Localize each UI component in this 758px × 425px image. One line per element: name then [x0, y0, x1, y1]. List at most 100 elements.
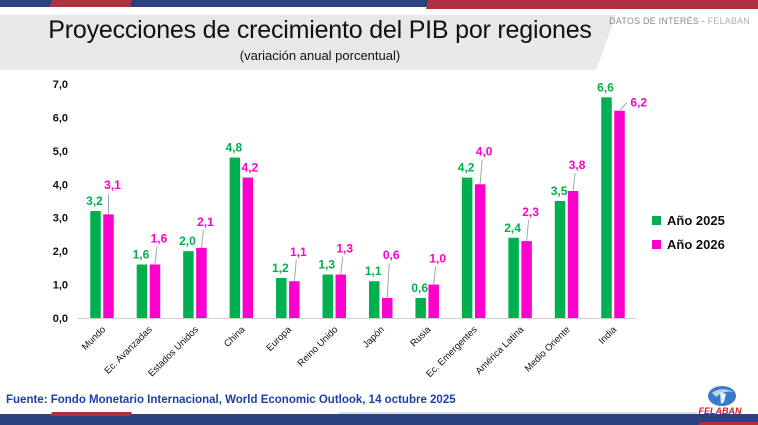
bottom-navy-stripe — [0, 414, 758, 425]
bar-año-2026 — [103, 214, 114, 318]
bar-año-2025 — [183, 251, 194, 318]
bottom-light-stripe — [338, 412, 698, 414]
bar-año-2025 — [415, 297, 426, 318]
x-tick-label: Estados Unidos — [146, 324, 201, 379]
leader-line — [572, 172, 576, 192]
legend-label-2025: Año 2025 — [667, 212, 725, 228]
x-tick-label: China — [222, 324, 248, 350]
datos-de-interes-tag: DATOS DE INTERÉS - FELABAN — [609, 16, 750, 26]
felaban-logo: FELABAN — [698, 386, 742, 417]
bar-año-2025 — [90, 211, 101, 318]
bar-año-2026 — [428, 284, 439, 318]
tag-prefix: DATOS DE INTERÉS - — [609, 16, 708, 26]
data-label-2026: 3,8 — [569, 158, 586, 172]
bar-año-2025 — [276, 277, 287, 318]
data-label-2025: 0,6 — [411, 281, 428, 295]
data-label-2025: 1,3 — [318, 258, 335, 272]
data-label-2025: 4,8 — [226, 141, 243, 155]
bar-año-2025 — [601, 97, 612, 318]
data-label-2025: 4,2 — [458, 161, 475, 175]
leader-line — [386, 263, 390, 298]
data-label-2025: 2,0 — [179, 234, 196, 248]
legend-label-2026: Año 2026 — [667, 236, 725, 252]
data-label-2026: 1,6 — [151, 232, 168, 246]
bar-año-2025 — [508, 237, 519, 318]
leader-line — [620, 102, 628, 111]
data-label-2026: 2,3 — [522, 205, 539, 219]
data-label-2025: 1,6 — [133, 248, 150, 262]
y-tick-label: 3,0 — [53, 213, 68, 225]
bar-año-2025 — [554, 201, 566, 318]
data-label-2025: 2,4 — [504, 221, 521, 235]
leader-line — [526, 219, 530, 242]
data-label-2026: 2,1 — [197, 215, 214, 229]
data-label-2026: 1,1 — [290, 245, 307, 259]
bar-año-2025 — [322, 274, 334, 318]
x-tick-label: Rusia — [408, 324, 433, 349]
bottom-red-accent-left — [50, 412, 132, 416]
bottom-decorative-bar — [0, 412, 758, 425]
x-tick-label: Mundo — [80, 324, 108, 352]
x-tick-label: India — [597, 324, 620, 347]
bottom-red-accent-right — [698, 422, 758, 425]
data-label-2025: 3,5 — [551, 184, 568, 198]
bar-año-2025 — [229, 157, 241, 318]
data-label-2025: 1,1 — [365, 264, 382, 278]
y-tick-label: 2,0 — [53, 246, 68, 258]
leader-line — [200, 229, 204, 248]
bar-año-2025 — [368, 281, 380, 318]
top-decorative-bar — [0, 0, 758, 9]
tag-brand: FELABAN — [707, 16, 750, 26]
bar-año-2026 — [149, 264, 161, 318]
bar-año-2026 — [335, 274, 347, 318]
data-label-2026: 1,3 — [336, 242, 353, 256]
top-red-accent-left — [50, 0, 132, 7]
bar-año-2025 — [461, 177, 473, 318]
data-label-2026: 4,2 — [242, 161, 259, 175]
chart-title: Proyecciones de crecimiento del PIB por … — [48, 16, 592, 44]
y-tick-label: 1,0 — [53, 280, 68, 292]
bars — [90, 97, 625, 318]
data-label-2025: 3,2 — [86, 194, 103, 208]
data-label-2026: 1,0 — [429, 252, 446, 266]
legend-item-2025[interactable]: Año 2025 — [652, 208, 725, 232]
bar-año-2025 — [136, 264, 148, 318]
leader-line — [154, 246, 158, 265]
data-label-2026: 6,2 — [630, 96, 647, 110]
y-axis: 0,0 1,0 2,0 3,0 4,0 5,0 6,0 7,0 — [53, 79, 68, 325]
header-gray-band — [0, 15, 616, 70]
data-label-2026: 3,1 — [104, 178, 121, 192]
bar-chart: 0,0 1,0 2,0 3,0 4,0 5,0 6,0 7,0 3,23,1 1,61,6 2,0… — [53, 79, 648, 380]
bar-año-2026 — [381, 297, 393, 318]
source-note: Fuente: Fondo Monetario Internacional, W… — [6, 394, 456, 406]
leader-line — [479, 159, 483, 185]
bar-año-2026 — [614, 110, 625, 318]
header-panel — [0, 15, 616, 70]
globe-highlight-icon — [712, 389, 734, 397]
data-label-2026: 0,6 — [383, 248, 400, 262]
legend-item-2026[interactable]: Año 2026 — [652, 232, 725, 256]
x-tick-label: Reino Unido — [296, 324, 341, 369]
continent-icon — [720, 392, 726, 404]
y-tick-label: 7,0 — [53, 79, 68, 91]
bar-año-2026 — [242, 177, 254, 318]
bar-año-2026 — [196, 247, 207, 318]
legend-swatch-2026 — [652, 239, 661, 249]
data-label-2026: 4,0 — [476, 145, 493, 159]
data-labels: 3,23,11,61,6 2,02,14,84,21,21,11,31,31,10… — [86, 80, 647, 295]
bar-año-2026 — [474, 184, 486, 318]
bar-año-2026 — [567, 190, 579, 318]
top-navy-stripe — [0, 0, 758, 7]
data-label-2025: 1,2 — [272, 261, 289, 275]
logo-text: FELABAN — [699, 406, 742, 416]
x-tick-label: Ec. Avanzadas — [102, 324, 154, 376]
x-tick-label: Europa — [264, 324, 294, 354]
bar-año-2026 — [289, 281, 300, 318]
y-tick-label: 6,0 — [53, 112, 68, 124]
leader-line — [293, 259, 297, 282]
leader-line — [433, 266, 437, 285]
y-tick-label: 0,0 — [53, 313, 68, 325]
top-red-accent-right — [426, 0, 758, 9]
legend-swatch-2025 — [652, 215, 661, 225]
